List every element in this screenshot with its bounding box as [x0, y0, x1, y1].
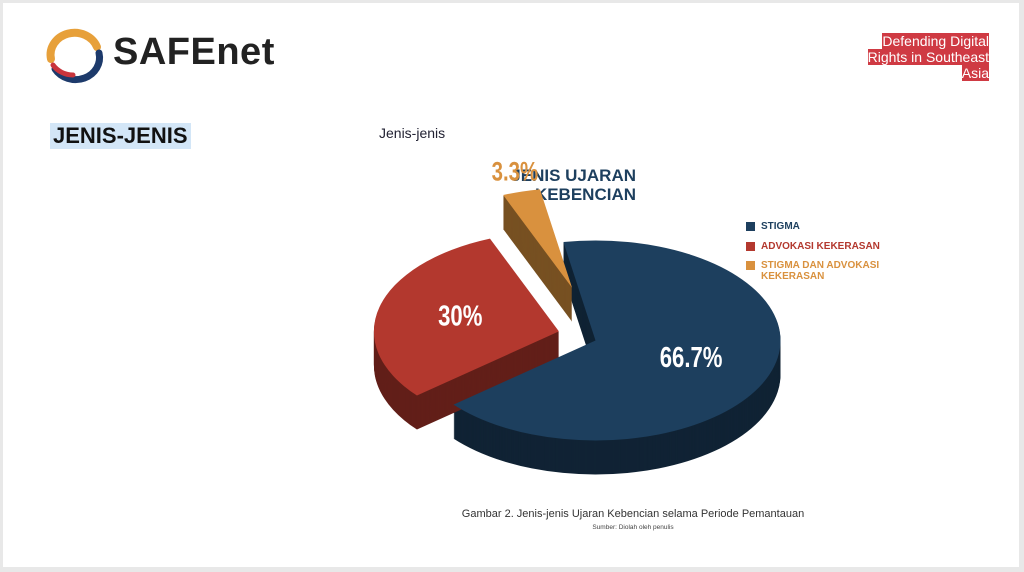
value-label: 30% — [438, 301, 482, 332]
value-label: 3.3% — [492, 157, 539, 186]
logo-text: SAFEnet — [113, 31, 275, 73]
slice — [453, 240, 781, 441]
pie-chart: 66.7% 30% 3.3% — [373, 157, 781, 475]
slice — [373, 238, 559, 396]
legend-item: STIGMA — [746, 221, 881, 232]
source: Sumber: Diolah oleh penulis — [592, 524, 674, 531]
tagline-text: Defending Digital Rights in Southeast As… — [867, 33, 989, 81]
slice — [503, 189, 573, 288]
legend-swatch — [746, 261, 755, 270]
logo-icon — [46, 28, 104, 84]
heading: JENIS-JENIS — [50, 123, 191, 149]
subheading: Jenis-jenis — [379, 125, 446, 141]
value-label: 66.7% — [660, 342, 723, 373]
legend-label: STIGMA — [761, 221, 800, 232]
caption: Gambar 2. Jenis-jenis Ujaran Kebencian s… — [461, 508, 805, 520]
legend-swatch — [746, 222, 755, 231]
tagline: Defending Digital Rights in Southeast As… — [849, 33, 989, 81]
legend-swatch — [746, 242, 755, 251]
legend-item: STIGMA DAN ADVOKASI KEKERASAN — [746, 260, 881, 282]
chart-title: JENIS UJARAN KEBENCIAN — [511, 166, 636, 204]
legend-label: ADVOKASI KEKERASAN — [761, 241, 880, 252]
slide: SAFEnet Defending Digital Rights in Sout… — [3, 3, 1019, 567]
legend-item: ADVOKASI KEKERASAN — [746, 241, 881, 252]
legend-label: STIGMA DAN ADVOKASI KEKERASAN — [761, 260, 880, 282]
